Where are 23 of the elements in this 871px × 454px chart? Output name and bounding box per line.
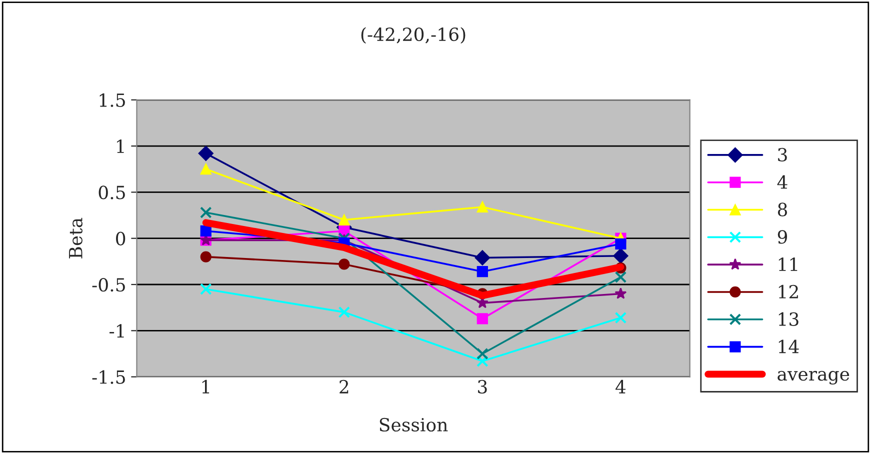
legend-label: 12 xyxy=(778,284,798,298)
legend-label: average xyxy=(778,370,850,385)
legend-label: 13 xyxy=(778,312,798,326)
x-axis-title: Session xyxy=(380,418,448,432)
y-tick-label: -0.5 xyxy=(92,278,125,292)
y-tick-label: -1.5 xyxy=(92,370,125,384)
y-axis-title: Beta xyxy=(69,218,82,258)
y-tick-label: -1 xyxy=(110,324,124,338)
chart-title: (-42,20,-16) xyxy=(361,27,466,44)
legend-label: 3 xyxy=(778,148,787,162)
legend-label: 9 xyxy=(778,230,787,244)
legend-label: 11 xyxy=(778,257,798,271)
y-tick-label: 1 xyxy=(117,139,124,153)
y-tick-label: 0 xyxy=(116,232,126,246)
legend-label: 14 xyxy=(778,340,799,354)
y-tick-label: 1.5 xyxy=(100,93,125,107)
x-tick-label: 3 xyxy=(478,380,487,394)
y-tick-label: 0.5 xyxy=(98,186,125,200)
legend-label: 4 xyxy=(777,175,788,189)
x-tick-label: 1 xyxy=(202,380,210,394)
legend-label: 8 xyxy=(778,202,787,216)
x-tick-label: 2 xyxy=(340,380,348,394)
x-tick-label: 4 xyxy=(616,380,626,394)
